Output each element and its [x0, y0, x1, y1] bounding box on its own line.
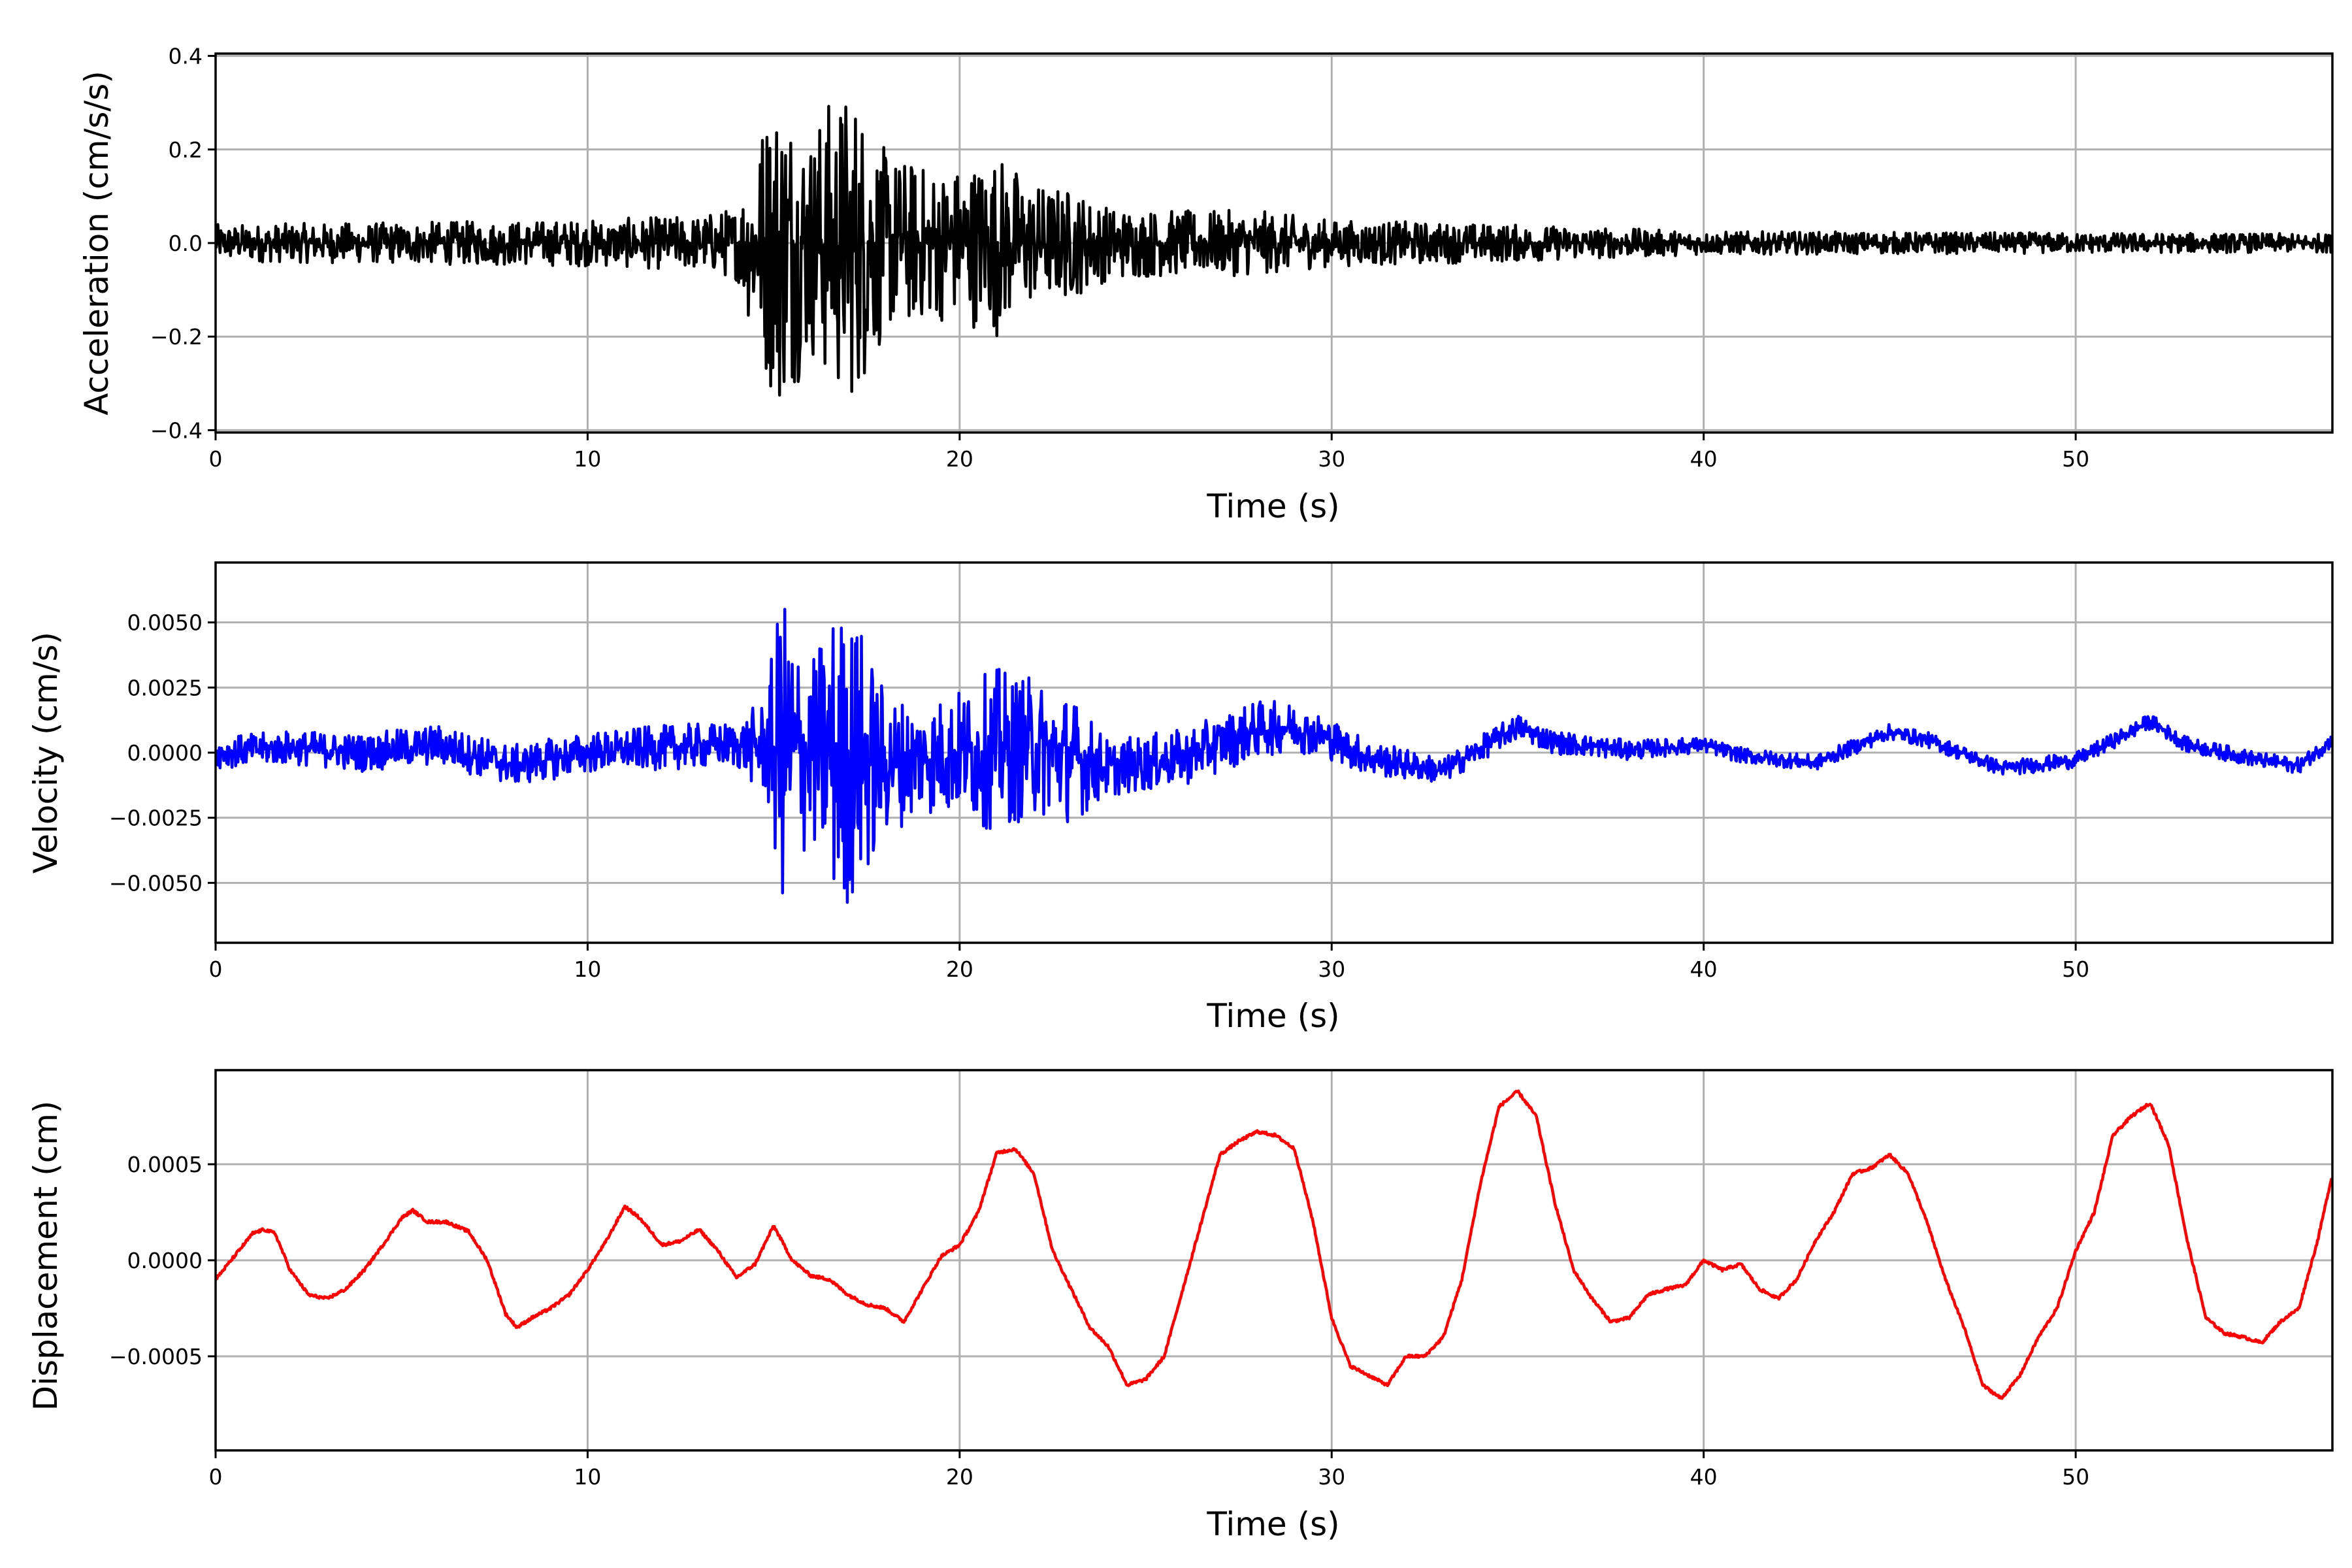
- x-tick-label: 10: [574, 446, 601, 472]
- displacement-axes-frame: [214, 1069, 2334, 1452]
- y-tick-label: −0.2: [150, 324, 203, 350]
- displacement-plot: Displacement (cm) Time (s) 0 10 20 30 40 50 −0…: [27, 1069, 2334, 1543]
- y-tick-label: −0.0050: [109, 870, 203, 896]
- acceleration-series-line: [216, 105, 2332, 397]
- x-tick-label: 40: [1690, 1464, 1718, 1490]
- velocity-series-line: [216, 608, 2332, 904]
- acceleration-ylabel: Acceleration (cm/s/s): [78, 71, 116, 416]
- velocity-xlabel: Time (s): [1206, 997, 1339, 1035]
- y-tick-label: 0.4: [169, 44, 203, 69]
- velocity-axes-frame: [214, 561, 2334, 944]
- acceleration-axes-frame: [214, 52, 2334, 434]
- velocity-ylabel: Velocity (cm/s): [27, 632, 65, 874]
- y-tick-label: −0.4: [150, 417, 203, 443]
- velocity-plot: Velocity (cm/s) Time (s) 0 10 20 30 40 50 −0.0…: [27, 561, 2334, 1035]
- x-tick-label: 20: [946, 446, 973, 472]
- x-tick-label: 40: [1690, 446, 1718, 472]
- x-tick-label: 20: [946, 956, 973, 982]
- x-tick-label: 0: [209, 1464, 223, 1490]
- acceleration-plot: Acceleration (cm/s/s) Time (s) 0 10 20 30 40…: [78, 44, 2334, 525]
- x-tick-label: 30: [1318, 1464, 1345, 1490]
- x-tick-label: 30: [1318, 446, 1345, 472]
- x-tick-label: 30: [1318, 956, 1345, 982]
- displacement-ylabel: Displacement (cm): [27, 1101, 65, 1411]
- x-tick-label: 50: [2062, 1464, 2089, 1490]
- displacement-series-line: [216, 1089, 2332, 1400]
- x-tick-label: 40: [1690, 956, 1718, 982]
- x-tick-label: 0: [209, 956, 223, 982]
- x-tick-label: 50: [2062, 956, 2089, 982]
- y-tick-label: 0.0000: [127, 740, 203, 766]
- displacement-xlabel: Time (s): [1206, 1505, 1339, 1543]
- x-tick-label: 20: [946, 1464, 973, 1490]
- x-tick-label: 10: [574, 956, 601, 982]
- x-tick-label: 0: [209, 446, 223, 472]
- y-tick-label: −0.0025: [109, 806, 203, 831]
- y-tick-label: 0.0005: [127, 1152, 203, 1177]
- y-tick-label: −0.0005: [109, 1344, 203, 1369]
- y-tick-label: 0.0050: [127, 610, 203, 636]
- y-tick-label: 0.0025: [127, 675, 203, 700]
- acceleration-xlabel: Time (s): [1206, 487, 1339, 525]
- y-tick-label: 0.2: [169, 137, 203, 163]
- x-tick-label: 10: [574, 1464, 601, 1490]
- x-tick-label: 50: [2062, 446, 2089, 472]
- y-tick-label: 0.0: [169, 231, 203, 256]
- y-tick-label: 0.0000: [127, 1248, 203, 1273]
